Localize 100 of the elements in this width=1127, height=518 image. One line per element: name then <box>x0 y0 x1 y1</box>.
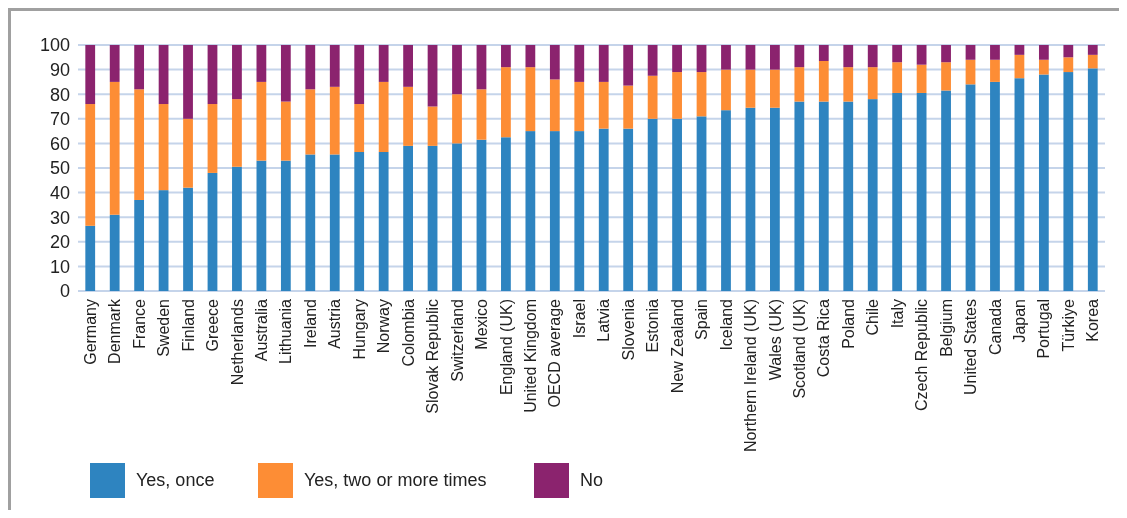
x-tick-label: OECD average <box>546 298 564 408</box>
bar <box>232 99 242 167</box>
bar <box>965 45 976 60</box>
bar <box>501 137 511 291</box>
x-tick-label: Wales (UK) <box>766 299 784 381</box>
x-tick-label: Chile <box>864 298 882 336</box>
bar <box>207 45 218 105</box>
bar <box>158 45 169 105</box>
x-tick-label: Ireland <box>301 299 319 348</box>
bar <box>892 92 903 291</box>
x-tick-label: Colombia <box>399 298 417 367</box>
x-tick-label: Estonia <box>644 298 662 353</box>
y-tick-label: 70 <box>49 109 70 130</box>
bar <box>623 45 634 86</box>
bar <box>1063 72 1074 291</box>
x-tick-label: Belgium <box>937 299 955 357</box>
bar <box>843 67 854 102</box>
bar <box>305 89 316 155</box>
bar <box>109 81 120 215</box>
bar <box>305 45 316 90</box>
x-tick-label: Switzerland <box>448 299 466 382</box>
bar <box>672 72 682 119</box>
bar <box>549 131 560 291</box>
bar <box>941 62 951 91</box>
bar <box>965 84 976 291</box>
bar <box>745 69 756 108</box>
x-tick-label: Australia <box>252 298 270 362</box>
bar <box>794 67 805 102</box>
bar <box>476 45 487 90</box>
bar <box>525 67 536 132</box>
bar <box>476 89 487 140</box>
bar <box>378 152 389 291</box>
x-tick-label: Czech Republic <box>913 299 931 412</box>
bar <box>1063 45 1074 58</box>
x-tick-label: England (UK) <box>497 299 515 396</box>
bar <box>85 225 96 291</box>
bar <box>818 45 829 61</box>
bar <box>1087 45 1098 55</box>
bar <box>549 79 560 132</box>
x-tick-label: Türkiye <box>1059 298 1077 352</box>
bar <box>207 104 218 173</box>
bar <box>1063 57 1074 73</box>
bar <box>990 45 1000 60</box>
bar <box>403 86 413 146</box>
bar <box>721 110 731 291</box>
bar <box>134 89 145 200</box>
bar <box>892 45 903 63</box>
x-tick-label: Japan <box>1011 299 1029 343</box>
bar <box>427 145 438 291</box>
bar <box>1038 59 1049 75</box>
x-tick-label: Hungary <box>350 299 368 360</box>
bar <box>794 101 805 291</box>
bar <box>1014 45 1025 55</box>
bar <box>109 45 120 82</box>
bar <box>867 67 878 100</box>
bar <box>647 45 658 76</box>
y-tick-label: 10 <box>49 256 70 277</box>
bar <box>525 45 536 68</box>
bar <box>501 67 511 138</box>
bar <box>647 75 658 119</box>
bar <box>134 45 145 90</box>
bar <box>1087 54 1098 69</box>
bar <box>134 199 145 291</box>
y-tick-label: 90 <box>49 59 70 80</box>
bar <box>916 45 927 65</box>
bar <box>672 118 682 291</box>
bar <box>696 45 707 73</box>
bar <box>574 81 585 132</box>
x-tick-label: Iceland <box>717 299 735 351</box>
bar <box>427 106 438 146</box>
bar <box>1014 78 1025 291</box>
bar <box>623 85 634 129</box>
bar <box>256 160 267 291</box>
bar <box>354 152 365 291</box>
x-tick-label: Korea <box>1084 298 1102 342</box>
bar <box>770 45 780 70</box>
bar <box>501 45 511 68</box>
y-tick-label: 30 <box>49 207 70 228</box>
bar <box>818 60 829 102</box>
legend-label: Yes, two or more times <box>304 470 487 491</box>
y-tick-label: 100 <box>39 35 70 56</box>
bar <box>452 94 462 144</box>
x-tick-label: Costa Rica <box>815 298 833 378</box>
x-tick-label: United Kingdom <box>521 299 539 413</box>
bar <box>623 128 634 291</box>
bar <box>696 116 707 291</box>
bar <box>158 104 169 191</box>
bar <box>843 101 854 291</box>
bar <box>549 45 560 80</box>
bar <box>1014 54 1025 79</box>
bar <box>280 160 291 291</box>
bar <box>916 92 927 291</box>
bar <box>183 118 193 188</box>
bar <box>403 145 413 291</box>
x-tick-label: Slovenia <box>619 298 637 361</box>
bar <box>990 59 1000 82</box>
bar <box>721 45 731 70</box>
bar <box>85 45 96 105</box>
bar <box>354 104 365 153</box>
bar <box>232 166 242 291</box>
